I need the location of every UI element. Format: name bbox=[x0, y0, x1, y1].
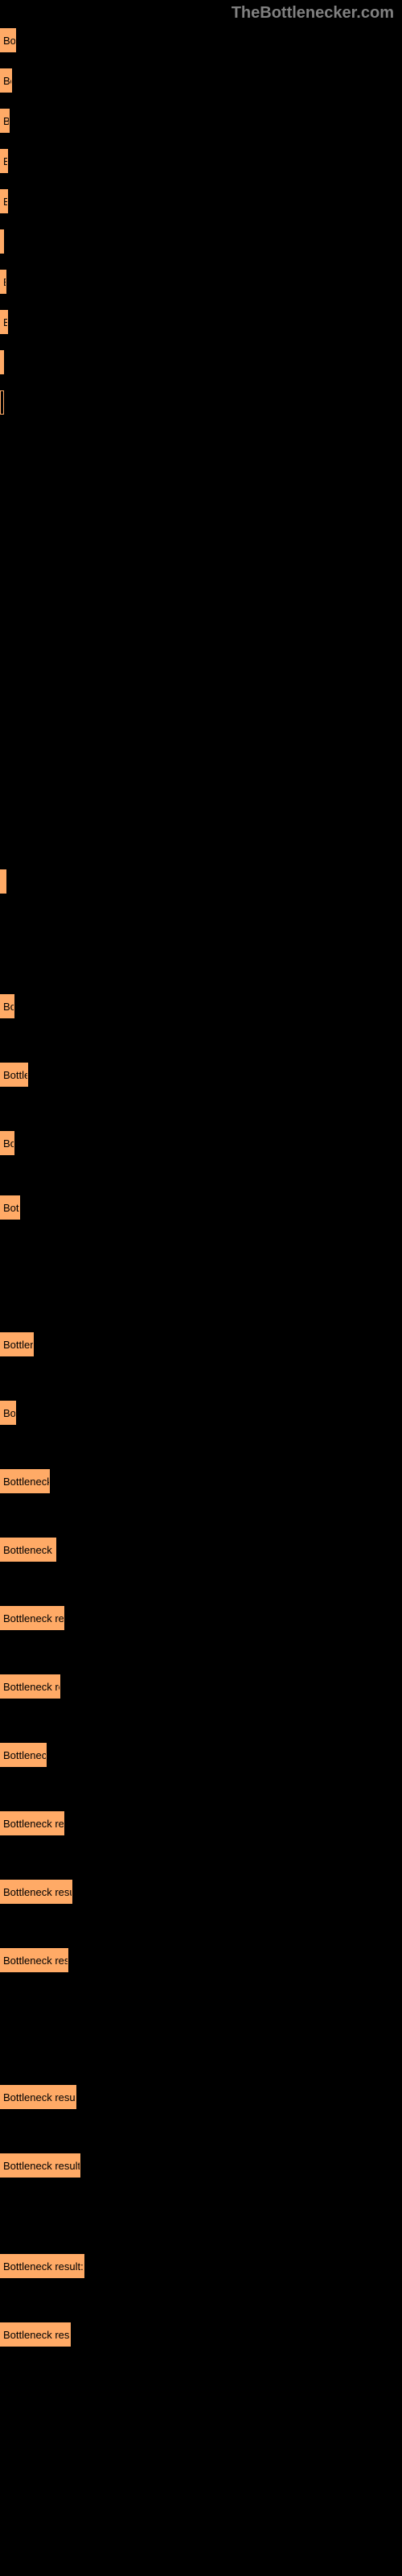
bar-row: Bo bbox=[0, 1401, 16, 1425]
bar-row: Bot bbox=[0, 1195, 20, 1220]
bar-row: B bbox=[0, 149, 8, 173]
bar-label: Bo bbox=[0, 1131, 14, 1155]
bar-row: Bottleneck result bbox=[0, 2085, 76, 2109]
bar-row: Bo bbox=[0, 994, 14, 1018]
bar-label: Bo bbox=[0, 28, 16, 52]
bar-label bbox=[0, 869, 6, 894]
bar-label: Bottleneck res bbox=[0, 1811, 64, 1835]
bar-row: Bottleneck resu bbox=[0, 2322, 71, 2347]
bar-row: Bottle bbox=[0, 1063, 28, 1087]
bar-label: Bot bbox=[0, 1195, 20, 1220]
bar-row: Bo bbox=[0, 1131, 14, 1155]
bar-row: Bo bbox=[0, 68, 12, 93]
bar-label: Bottleneck resu bbox=[0, 2322, 71, 2347]
bar-row: Bottlen bbox=[0, 1332, 34, 1356]
bar-label: Bottleneck r bbox=[0, 1538, 56, 1562]
bar-label: B bbox=[0, 310, 8, 334]
bar-row: Bottleneck bbox=[0, 1469, 50, 1493]
bar-label: Bo bbox=[0, 1401, 16, 1425]
bar-label: Bottleneck resu bbox=[0, 1948, 68, 1972]
bar-label: Bottleneck re bbox=[0, 1674, 60, 1699]
bar-label: Bottleneck bbox=[0, 1469, 50, 1493]
bar-row: Bottleneck resu bbox=[0, 1948, 68, 1972]
bar-row bbox=[0, 869, 6, 894]
bar-row: Bottleneck resul bbox=[0, 1880, 72, 1904]
bar-label: Bottlen bbox=[0, 1332, 34, 1356]
bar-row: B bbox=[0, 109, 10, 133]
bar-label: B bbox=[0, 270, 6, 294]
bar-row: B bbox=[0, 270, 6, 294]
bar-label: B bbox=[0, 109, 10, 133]
bar-row: Bottleneck r bbox=[0, 1538, 56, 1562]
bar-label: Bo bbox=[0, 68, 12, 93]
bar-row bbox=[0, 390, 2, 415]
bar-row: Bottleneck re bbox=[0, 1674, 60, 1699]
bar-row: Bottleneck res bbox=[0, 1811, 64, 1835]
bar-label bbox=[0, 229, 4, 254]
bar-label: Bottleneck resul bbox=[0, 1880, 72, 1904]
bar-row: Bottleneck result: bbox=[0, 2254, 84, 2278]
bar-label: Bo bbox=[0, 994, 14, 1018]
bar-row: B bbox=[0, 310, 8, 334]
bar-label: B bbox=[0, 189, 8, 213]
bar-label: Bottle bbox=[0, 1063, 28, 1087]
bar-row bbox=[0, 229, 4, 254]
bar-label: Bottleneck result bbox=[0, 2085, 76, 2109]
bar-row: Bottleneck result: bbox=[0, 2153, 80, 2178]
bar-row: Bottleneck res bbox=[0, 1606, 64, 1630]
bar-row: Bo bbox=[0, 28, 16, 52]
bar-label bbox=[0, 350, 4, 374]
bar-label: Bottleneck result: bbox=[0, 2153, 80, 2178]
bar-label bbox=[0, 390, 4, 415]
watermark-text: TheBottlenecker.com bbox=[232, 4, 394, 23]
bar-label: Bottleneck bbox=[0, 1743, 47, 1767]
bar-row: B bbox=[0, 189, 8, 213]
bar-row: Bottleneck bbox=[0, 1743, 47, 1767]
bar-label: Bottleneck result: bbox=[0, 2254, 84, 2278]
bar-label: B bbox=[0, 149, 8, 173]
bar-row bbox=[0, 350, 4, 374]
bar-label: Bottleneck res bbox=[0, 1606, 64, 1630]
